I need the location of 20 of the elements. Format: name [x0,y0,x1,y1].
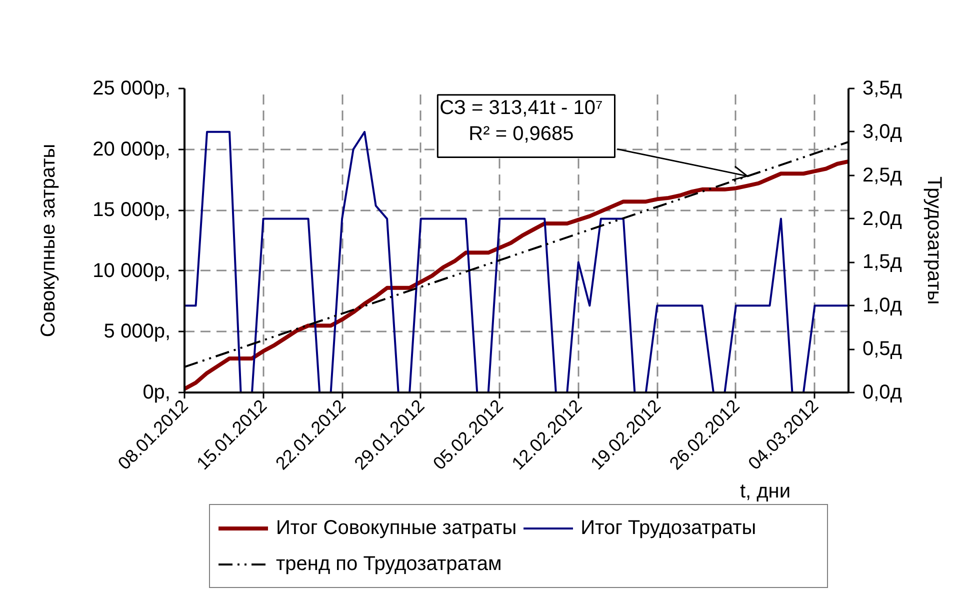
legend-label: тренд по Трудозатратам [276,552,503,576]
y2-tick-label: 0,0д [862,382,902,404]
legend-label: Итог Трудозатраты [580,516,758,540]
y2-tick-label: 1,0д [862,294,902,317]
annotation: СЗ = 313,41t - 10⁷ R² = 0,9685 [440,96,603,146]
x-axis-title: t, дни [740,480,791,502]
y2-tick-label: 3,5д [862,78,902,100]
y-axis-title: Совокупные затраты [38,144,60,338]
y2-tick-label: 1,5д [862,251,902,274]
y2-axis-title: Трудозатраты [922,176,945,305]
y-tick-label: 10 000р, [92,260,171,282]
y-tick-label: 15 000р, [92,199,171,222]
y-tick-label: 20 000р, [92,138,171,160]
legend-label: Итог Совокупные затраты [276,516,517,540]
y-tick-label: 5 000р, [104,320,171,343]
y2-tick-label: 2,5д [862,164,902,186]
y2-tick-label: 3,0д [862,120,902,143]
y-tick-label: 25 000р, [92,78,171,100]
y2-tick-label: 2,0д [862,208,902,230]
y2-tick-label: 0,5д [862,338,902,360]
